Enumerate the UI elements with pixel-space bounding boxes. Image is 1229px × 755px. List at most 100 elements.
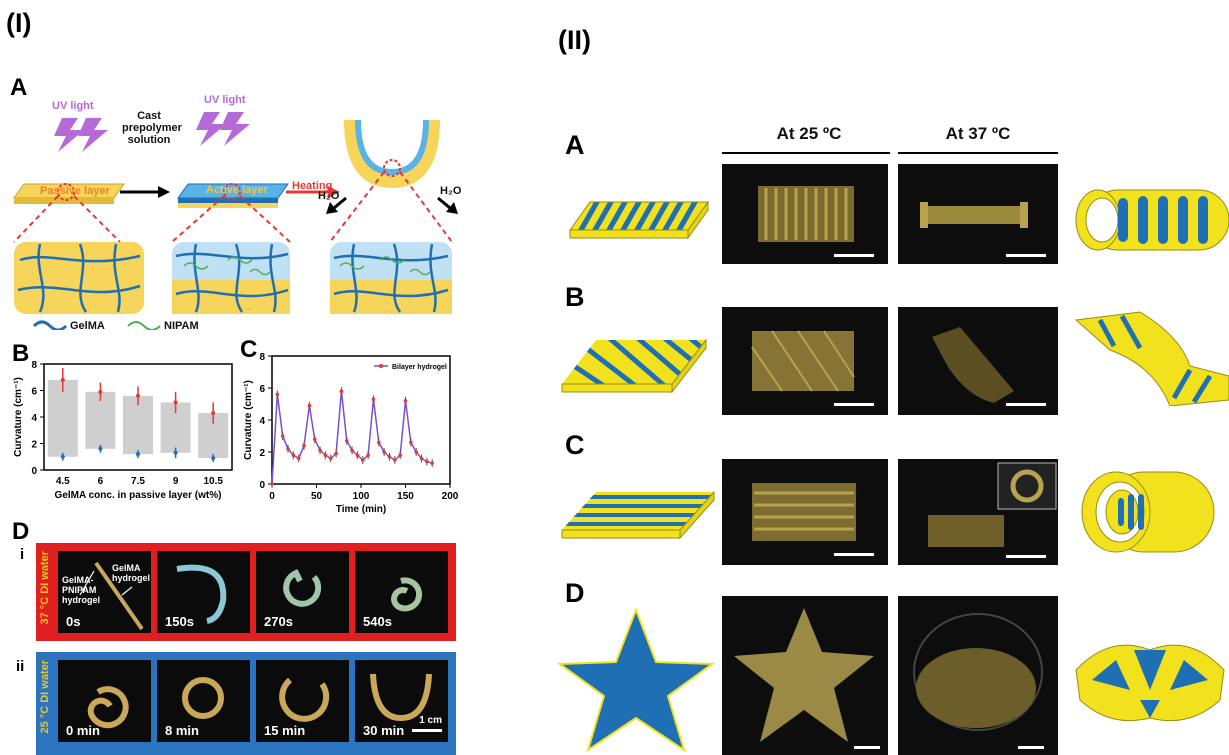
chart-c-xtick-label: 100 bbox=[353, 491, 370, 502]
scheme-c-flat bbox=[561, 490, 715, 540]
chart-b-xtick-label: 6 bbox=[98, 476, 104, 487]
chart-c-point bbox=[318, 448, 322, 453]
scale-bar bbox=[412, 729, 442, 732]
legend-nipam-label: NIPAM bbox=[164, 320, 199, 332]
chart-b-xtick-label: 4.5 bbox=[56, 476, 70, 487]
chart-c: 0 2 4 6 8 0 50 100 150 200 Bilayer hydrogel Time (m… bbox=[243, 352, 459, 515]
chart-b-xtick-label: 7.5 bbox=[131, 476, 145, 487]
row-i-label: i bbox=[20, 546, 25, 563]
chart-c-point bbox=[355, 453, 360, 457]
chart-c-point bbox=[371, 397, 376, 401]
h2o-right-label: H₂O bbox=[440, 185, 462, 197]
scheme-a-curled bbox=[1075, 189, 1229, 251]
chart-c-ytick-label: 2 bbox=[259, 448, 265, 459]
chart-c-point bbox=[377, 440, 381, 445]
row-25c-label: 25 °C DI water bbox=[39, 660, 51, 734]
cast-label: Cast prepolymer solution bbox=[122, 110, 182, 146]
header-37c-rule bbox=[898, 152, 1058, 154]
chart-c-point bbox=[296, 456, 301, 461]
photo-b-37c bbox=[898, 307, 1058, 415]
chart-b-ylabel: Curvature (cm⁻¹) bbox=[13, 377, 24, 457]
chart-b-bar bbox=[47, 379, 78, 457]
chart-c-point bbox=[334, 451, 338, 456]
panel-c-label: C bbox=[240, 336, 258, 363]
chart-c-point bbox=[286, 447, 290, 451]
annot-pnipam-2: PNIPAM bbox=[62, 585, 97, 595]
chart-b-ytick-label: 0 bbox=[31, 466, 37, 477]
chart-c-frame bbox=[271, 355, 451, 485]
time-25c-3: 30 min bbox=[363, 723, 405, 738]
chart-c-point bbox=[270, 482, 274, 486]
time-37c-2: 270s bbox=[264, 614, 293, 629]
chart-c-point bbox=[307, 403, 312, 408]
chart-c-point bbox=[409, 440, 413, 445]
chart-b-ytick-label: 2 bbox=[31, 440, 37, 451]
chart-b-xlabel: GelMA conc. in passive layer (wt%) bbox=[55, 490, 222, 501]
chart-c-point bbox=[430, 461, 434, 465]
chart-c-ylabel: Curvature (cm⁻¹) bbox=[243, 380, 254, 460]
chart-b-bar bbox=[85, 391, 116, 449]
annot-pnipam-3: hydrogel bbox=[62, 595, 101, 605]
scheme-b-curled bbox=[1074, 311, 1229, 406]
chart-b-point-low bbox=[173, 450, 178, 455]
header-25c: At 25 ºC bbox=[776, 124, 842, 143]
chart-b-xtick-label: 9 bbox=[173, 476, 179, 487]
annot-pnipam-1: GelMA- bbox=[62, 575, 94, 585]
header-37c: At 37 ºC bbox=[945, 124, 1011, 143]
chart-c-point bbox=[398, 453, 402, 457]
panel-b-label: B bbox=[12, 340, 30, 367]
chart-c-ytick-label: 8 bbox=[259, 352, 265, 363]
chart-b: 0 2 4 6 8 4.5 6 7.5 9 10.5 GelMA conc. in passive … bbox=[13, 360, 233, 501]
chart-c-point bbox=[280, 434, 285, 438]
legend-gelma-label: GelMA bbox=[70, 320, 105, 332]
scheme-c-curled bbox=[1081, 471, 1215, 553]
cast-line-1: Cast bbox=[137, 110, 161, 122]
panel-d-label: D bbox=[12, 518, 30, 545]
annot-gelma-1: GelMA bbox=[112, 563, 141, 573]
chart-b-point-low bbox=[60, 454, 65, 459]
row-b-label: B bbox=[565, 282, 585, 312]
scheme-d-curled bbox=[1075, 644, 1225, 722]
row-c-label: C bbox=[565, 430, 585, 460]
gelma-legend-icon bbox=[32, 320, 68, 330]
scale-label: 1 cm bbox=[419, 715, 442, 726]
time-25c-2: 15 min bbox=[264, 723, 306, 738]
time-25c-1: 8 min bbox=[165, 723, 199, 738]
cast-line-3: solution bbox=[127, 134, 171, 146]
chart-c-point bbox=[328, 456, 333, 461]
photo-b-25c bbox=[722, 307, 888, 415]
chart-b-point-high bbox=[211, 411, 216, 416]
photo-37c-2: 270s bbox=[256, 551, 349, 633]
photo-c-25c bbox=[722, 459, 888, 565]
photo-d-37c bbox=[898, 596, 1058, 755]
chart-c-point bbox=[419, 456, 424, 461]
photo-25c-3: 30 min 1 cm bbox=[355, 660, 448, 742]
scheme-a-flat bbox=[569, 200, 709, 240]
chart-b-xtick-label: 10.5 bbox=[203, 476, 223, 487]
chart-c-xtick-label: 0 bbox=[269, 491, 275, 502]
chart-c-point bbox=[387, 455, 392, 459]
chart-c-point bbox=[403, 399, 408, 403]
annot-gelma-2: hydrogel bbox=[112, 573, 151, 583]
time-37c-1: 150s bbox=[165, 614, 194, 629]
chart-c-point bbox=[366, 453, 370, 457]
photo-37c-3: 540s bbox=[355, 551, 448, 633]
chart-c-legend-marker bbox=[379, 364, 383, 368]
row-a-label: A bbox=[565, 130, 585, 160]
chart-c-legend-label: Bilayer hydrogel bbox=[392, 364, 447, 371]
photo-a-25c bbox=[722, 164, 888, 264]
photo-c-37c bbox=[898, 459, 1058, 565]
chart-b-point-high bbox=[98, 389, 103, 394]
scheme-b-flat bbox=[561, 338, 707, 394]
photo-a-37c bbox=[898, 164, 1058, 264]
chart-b-point-high bbox=[136, 393, 140, 398]
chart-c-point bbox=[425, 459, 429, 464]
chart-c-point bbox=[323, 453, 328, 457]
chart-b-point-high bbox=[60, 377, 65, 382]
uv-light-label-2: UV light bbox=[204, 94, 246, 106]
chart-c-point bbox=[291, 453, 296, 457]
chart-c-point bbox=[360, 458, 365, 462]
chart-c-ytick-label: 0 bbox=[259, 480, 265, 491]
chart-b-ytick-label: 4 bbox=[31, 413, 37, 424]
chart-c-point bbox=[414, 450, 418, 454]
